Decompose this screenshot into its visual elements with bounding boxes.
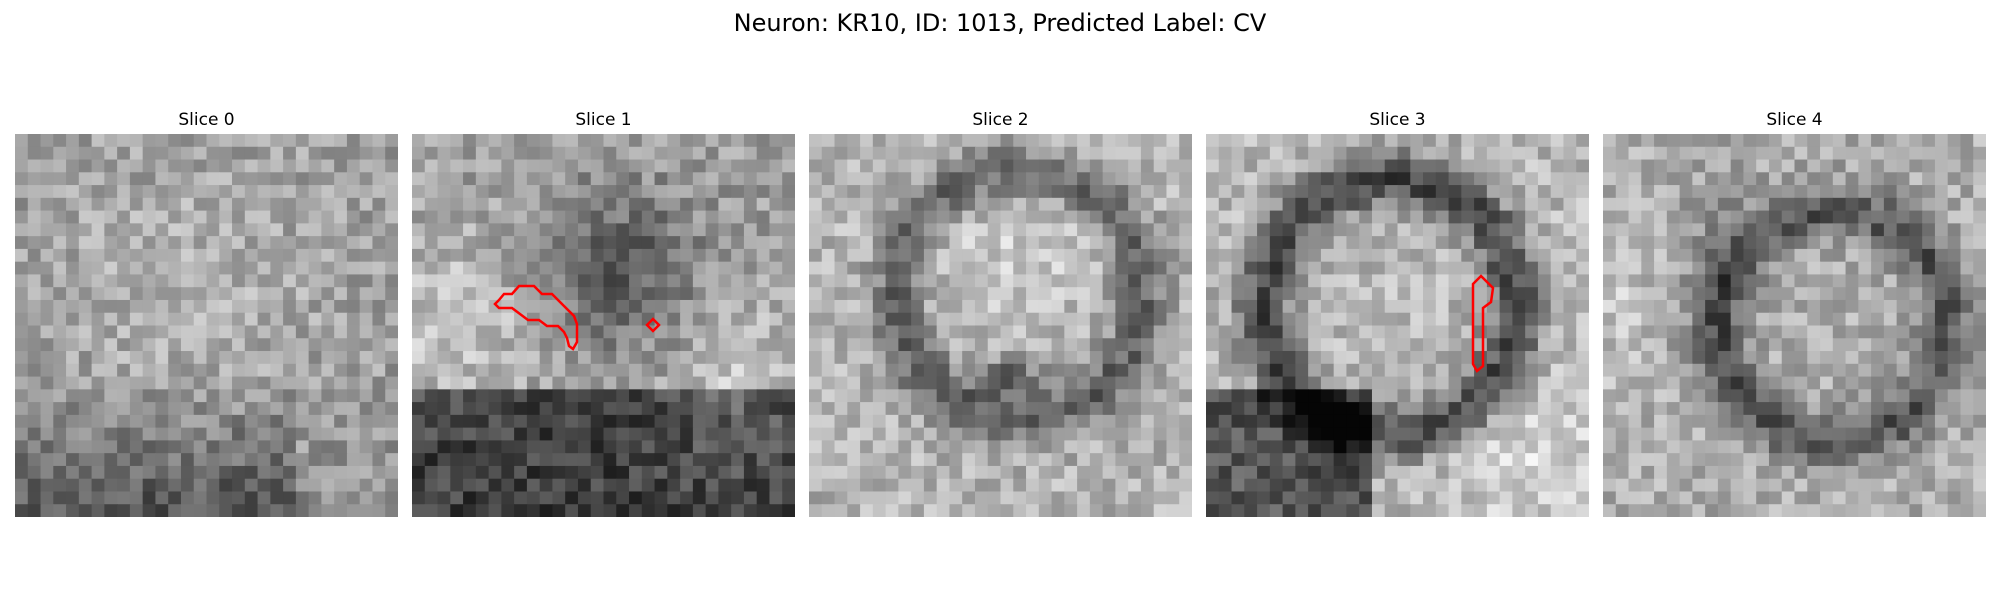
segmentation-contour [493, 284, 579, 351]
segmentation-contour [1471, 274, 1495, 373]
slice-image-0 [15, 134, 398, 517]
slice-image-4 [1603, 134, 1986, 517]
slice-title-2: Slice 2 [972, 110, 1029, 130]
slice-panel-1: Slice 1 [412, 110, 795, 517]
slice-panel-0: Slice 0 [15, 110, 398, 517]
figure-title: Neuron: KR10, ID: 1013, Predicted Label:… [733, 9, 1267, 37]
slice-image-1 [412, 134, 795, 517]
slice-title-1: Slice 1 [575, 110, 632, 130]
slice-image-2 [809, 134, 1192, 517]
slice-panel-3: Slice 3 [1206, 110, 1589, 517]
slice-title-0: Slice 0 [178, 110, 235, 130]
slice-panel-2: Slice 2 [809, 110, 1192, 517]
segmentation-contour [645, 317, 661, 333]
slice-image-3 [1206, 134, 1589, 517]
slice-title-4: Slice 4 [1766, 110, 1823, 130]
slice-title-3: Slice 3 [1369, 110, 1426, 130]
slice-panel-4: Slice 4 [1603, 110, 1986, 517]
